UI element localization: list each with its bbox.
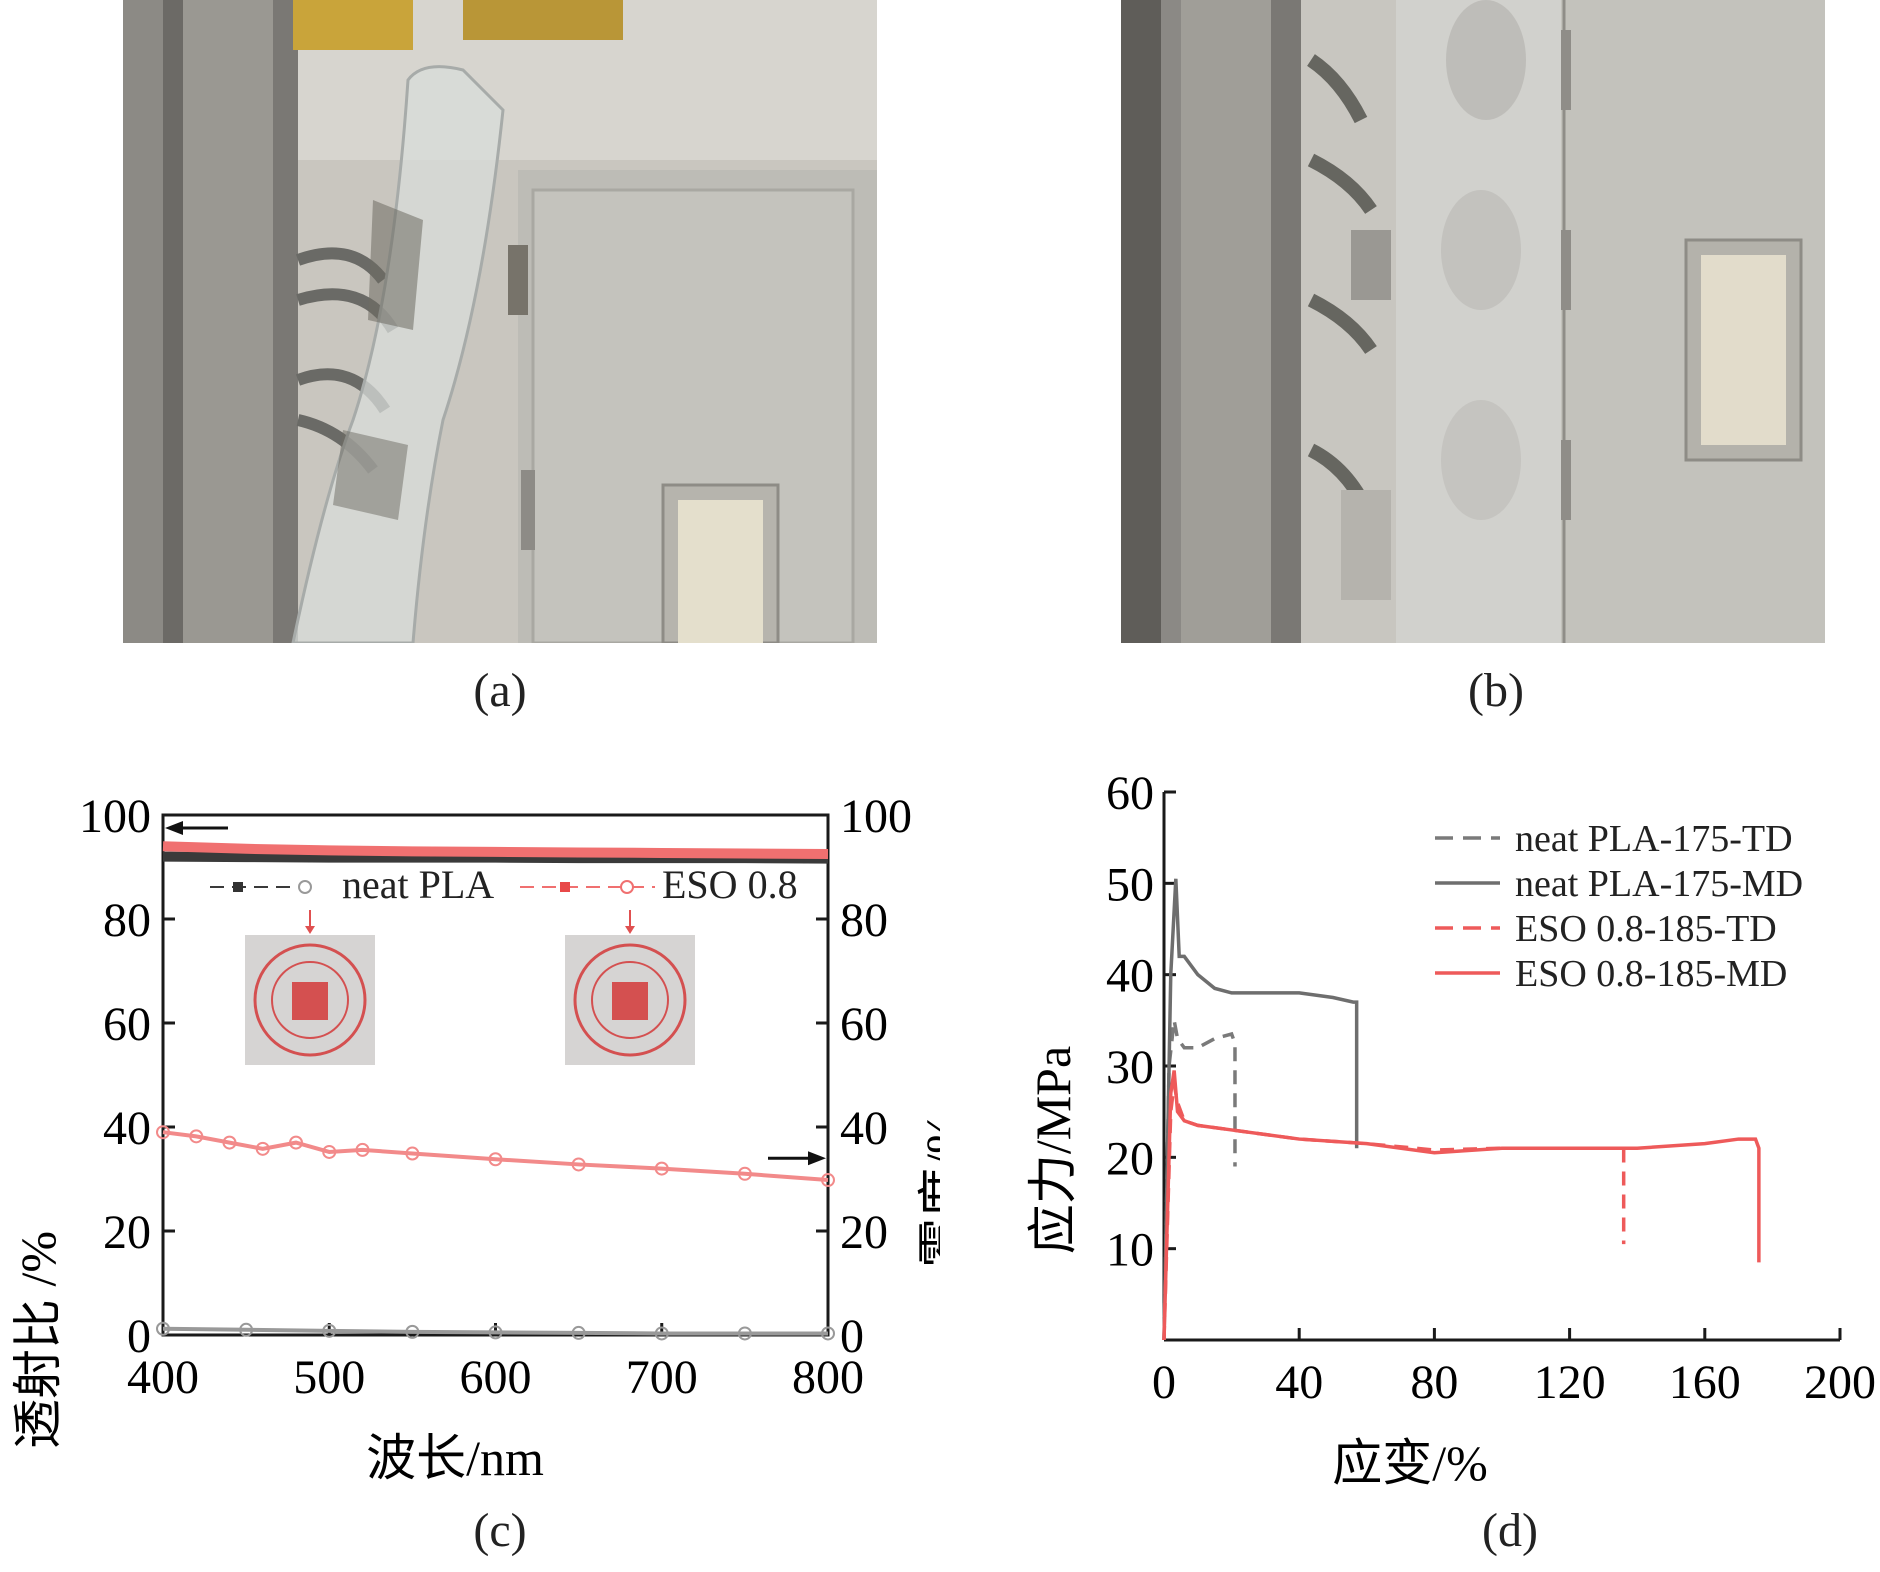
caption-a: (a) xyxy=(473,664,527,717)
legend-label-neat-pla: neat PLA xyxy=(342,862,494,907)
chart-d-svg: 0 40 80 120 160 200 10 20 30 40 50 60 neat PLA-175-… xyxy=(1025,767,1876,1491)
photo-b-film-blowing xyxy=(1121,0,1825,643)
chart-d-stress-strain: 0 40 80 120 160 200 10 20 30 40 50 60 neat PLA-175-… xyxy=(960,767,1880,1567)
x-tick-label: 500 xyxy=(293,1351,365,1404)
x-tick-label: 700 xyxy=(626,1351,698,1404)
x-tick-label: 80 xyxy=(1410,1356,1458,1409)
x-tick-label: 160 xyxy=(1669,1356,1741,1409)
series-line-eso-0-8-185-md xyxy=(1162,1070,1761,1341)
y-tick-label-right: 60 xyxy=(840,998,888,1051)
x-tick-label: 40 xyxy=(1275,1356,1323,1409)
y-tick-label-right: 0 xyxy=(840,1310,864,1363)
caption-c: (c) xyxy=(473,1504,527,1557)
series-line-eso-0-8-185-td xyxy=(1162,1083,1626,1341)
series-point-haze xyxy=(322,1323,337,1338)
series-point-haze xyxy=(654,1326,669,1341)
series-line-haze-neat-pla xyxy=(162,1326,828,1336)
series-point-haze xyxy=(222,1135,237,1150)
legend-label: neat PLA-175-MD xyxy=(1515,863,1803,905)
y-tick-label-right: 40 xyxy=(840,1102,888,1155)
legend-label: neat PLA-175-TD xyxy=(1515,818,1793,860)
y-tick-label: 50 xyxy=(1106,858,1154,911)
series-point-haze xyxy=(405,1324,420,1339)
y-tick-label: 60 xyxy=(1106,770,1154,820)
series-point-haze xyxy=(322,1144,337,1159)
y-tick-label-left: 40 xyxy=(103,1102,151,1155)
legend: neat PLA ESO 0.8 xyxy=(210,862,798,907)
x-axis-label: 波长/nm xyxy=(366,1430,544,1486)
series-point-haze xyxy=(405,1146,420,1161)
series-point-haze xyxy=(355,1142,370,1157)
legend-circle-marker-eso xyxy=(620,880,634,894)
y-tick-label-left: 100 xyxy=(79,790,151,843)
y-axis-label: 应力/MPa xyxy=(1025,1046,1081,1254)
chart-c-svg: 400 500 600 700 800020406080100020406080100 … xyxy=(10,790,971,1486)
series-point-haze xyxy=(571,1157,586,1172)
legend-square-marker xyxy=(233,882,243,892)
series-line-neat-pla-175-md xyxy=(1162,878,1359,1341)
series-point-haze xyxy=(189,1129,204,1144)
series-point-haze xyxy=(737,1166,752,1181)
chart-c-transmittance-haze: 400 500 600 700 800 0 20 40 60 80 100 0 20 40 60 80 100 … xyxy=(0,770,971,1567)
y-tick-label-left: 60 xyxy=(103,998,151,1051)
series-line-transmittance-eso-0.8 xyxy=(162,841,829,859)
axis-arrow-right-head xyxy=(808,1151,826,1166)
x-tick-label: 400 xyxy=(127,1351,199,1404)
caption-b: (b) xyxy=(1468,664,1524,717)
y-tick-label-left: 80 xyxy=(103,894,151,947)
series-point-haze xyxy=(821,1173,835,1188)
series-point-haze xyxy=(239,1322,254,1337)
x-tick-label: 800 xyxy=(792,1351,864,1404)
axis-arrow-left-head xyxy=(165,821,183,835)
series-point-haze xyxy=(289,1135,303,1150)
series-point-haze xyxy=(737,1326,752,1341)
series-point-haze xyxy=(571,1325,586,1340)
y-tick-label-right: 20 xyxy=(840,1206,888,1259)
y-axis-label-right: 雾度/% xyxy=(915,1112,940,1268)
series-point-haze xyxy=(156,1125,170,1140)
x-axis-label: 应变/% xyxy=(1332,1435,1488,1491)
series-point-haze xyxy=(488,1152,503,1167)
legend-label: ESO 0.8-185-MD xyxy=(1515,953,1787,995)
y-tick-label: 30 xyxy=(1106,1041,1154,1094)
series-point-haze xyxy=(156,1321,170,1336)
y-tick-label-right: 80 xyxy=(840,894,888,947)
y-tick-label-right: 100 xyxy=(840,790,912,843)
series-point-haze xyxy=(654,1161,669,1176)
y-tick-label: 40 xyxy=(1106,950,1154,1003)
series-point-haze xyxy=(821,1326,835,1341)
y-tick-label-left: 20 xyxy=(103,1206,151,1259)
y-axis-label-left: 透射比 /% xyxy=(10,1231,66,1449)
legend-square-marker-eso xyxy=(560,882,570,892)
university-logo-inset-2 xyxy=(565,910,695,1065)
series-line-haze-eso-0.8 xyxy=(162,1130,829,1183)
series-point-haze xyxy=(255,1141,270,1156)
x-tick-label: 200 xyxy=(1804,1356,1876,1409)
series-point-haze xyxy=(488,1325,503,1340)
university-logo-inset-1 xyxy=(245,910,375,1065)
photo-a-film-blowing xyxy=(123,0,877,643)
x-tick-label: 0 xyxy=(1152,1356,1176,1409)
x-tick-label: 120 xyxy=(1534,1356,1606,1409)
legend-circle-marker xyxy=(298,880,312,894)
x-tick-label: 600 xyxy=(460,1351,532,1404)
series-line-neat-pla-175-td xyxy=(1162,1020,1237,1341)
y-tick-label-left: 0 xyxy=(127,1310,151,1363)
y-tick-label: 10 xyxy=(1106,1224,1154,1277)
legend-label-eso: ESO 0.8 xyxy=(662,862,798,907)
y-tick-label: 20 xyxy=(1106,1132,1154,1185)
legend-label: ESO 0.8-185-TD xyxy=(1515,908,1777,950)
caption-d: (d) xyxy=(1482,1504,1538,1557)
